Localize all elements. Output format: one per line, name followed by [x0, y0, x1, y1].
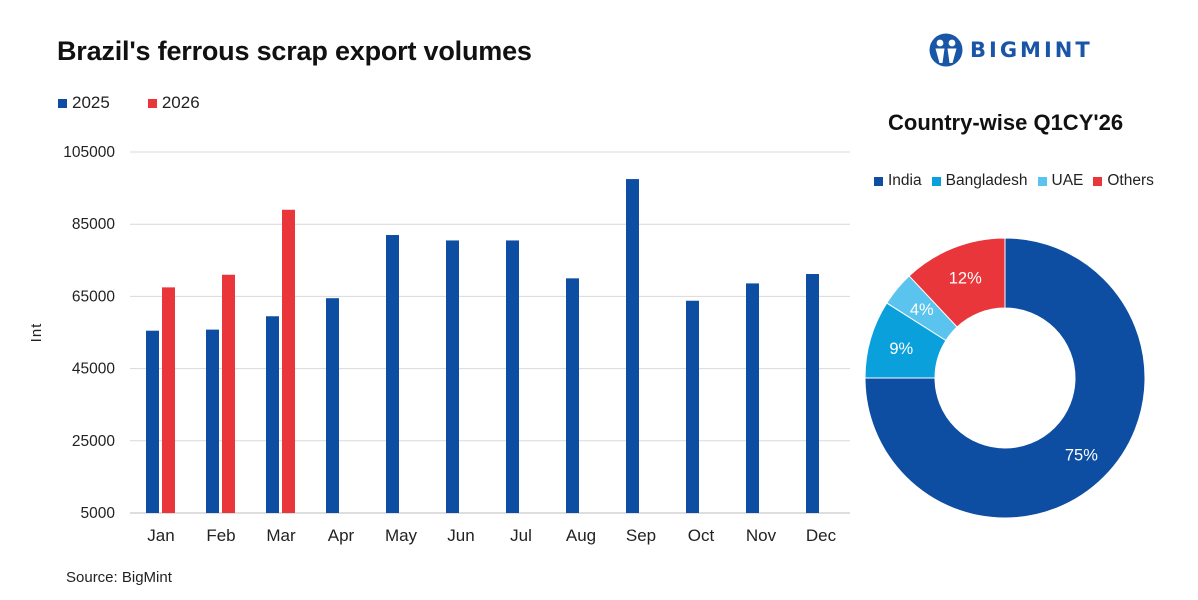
- legend-label-others: Others: [1107, 172, 1154, 189]
- brand-logo-icon: [929, 33, 963, 67]
- bar-2025-Nov: [746, 283, 759, 513]
- donut-slice-india: [864, 237, 1146, 519]
- donut-slice-uae: [886, 275, 958, 342]
- x-tick-label: Nov: [746, 526, 777, 545]
- legend-swatch-others: [1093, 176, 1103, 186]
- donut-data-label: 12%: [949, 270, 982, 288]
- donut-data-label: 75%: [1065, 446, 1098, 464]
- x-tick-label: Sep: [626, 526, 656, 545]
- legend-item-2026: 2026: [147, 93, 200, 113]
- donut-data-label: 9%: [889, 340, 913, 358]
- legend-label-india: India: [888, 172, 922, 189]
- x-tick-label: Oct: [688, 526, 715, 545]
- legend-swatch-uae: [1037, 176, 1047, 186]
- bar-2025-Jun: [446, 240, 459, 513]
- bar-2025-Dec: [806, 274, 819, 513]
- bar-2026-Feb: [222, 274, 235, 513]
- x-tick-label: May: [385, 526, 418, 545]
- bar-chart: 5000 25000 45000 65000 85000 105000 Int Jan Feb M…: [28, 144, 850, 545]
- bar-2025-May: [386, 235, 399, 513]
- x-tick-label: Jul: [510, 526, 532, 545]
- legend-item-others: Others: [1093, 172, 1154, 190]
- legend-item-bangladesh: Bangladesh: [931, 172, 1028, 190]
- donut-slice-others: [908, 237, 1006, 328]
- donut-data-label: 4%: [910, 301, 934, 319]
- x-tick-label: Dec: [806, 526, 837, 545]
- y-tick-label: 25000: [72, 433, 115, 450]
- bar-2025-Feb: [206, 329, 219, 513]
- y-axis-label: Int: [28, 323, 45, 343]
- legend-label-2025: 2025: [72, 93, 110, 112]
- brand-logo: BIGMINT: [928, 32, 1093, 68]
- legend-label-2026: 2026: [161, 93, 200, 112]
- bar-2025-Mar: [266, 316, 279, 513]
- x-tick-label: Apr: [328, 526, 355, 545]
- legend-label-bangladesh: Bangladesh: [945, 172, 1028, 189]
- bar-2026-Jan: [162, 287, 175, 513]
- legend-label-uae: UAE: [1051, 172, 1084, 189]
- bar-2025-Sep: [626, 179, 639, 513]
- donut-chart-legend: India Bangladesh UAE Others: [874, 172, 1154, 190]
- y-tick-label: 65000: [72, 288, 115, 305]
- source-note: Source: BigMint: [66, 569, 172, 586]
- x-tick-label: Jun: [447, 526, 474, 545]
- legend-item-uae: UAE: [1037, 172, 1084, 190]
- brand-logo-text: BIGMINT: [970, 38, 1093, 62]
- legend-swatch-2025: [58, 98, 67, 108]
- y-tick-label: 105000: [63, 144, 115, 161]
- bar-2025-Jul: [506, 240, 519, 513]
- bar-2026-Mar: [282, 209, 295, 513]
- donut-chart-title: Country-wise Q1CY'26: [888, 110, 1124, 135]
- bar-2025-Jan: [146, 330, 159, 513]
- legend-swatch-bangladesh: [931, 176, 941, 186]
- legend-swatch-india: [874, 176, 883, 186]
- bar-2025-Apr: [326, 298, 339, 513]
- y-tick-label: 5000: [81, 505, 116, 522]
- legend-item-2025: 2025: [58, 93, 110, 113]
- x-tick-label: Jan: [147, 526, 174, 545]
- donut-slice-bangladesh: [864, 302, 947, 379]
- y-tick-label: 45000: [72, 361, 115, 378]
- bar-chart-legend: 2025 2026: [58, 93, 238, 113]
- x-tick-label: Aug: [566, 526, 596, 545]
- legend-item-india: India: [874, 172, 922, 190]
- x-tick-label: Feb: [206, 526, 235, 545]
- x-tick-label: Mar: [266, 526, 296, 545]
- bar-chart-title: Brazil's ferrous scrap export volumes: [57, 36, 532, 66]
- bar-2025-Oct: [686, 300, 699, 513]
- y-tick-label: 85000: [72, 216, 115, 233]
- bar-2025-Aug: [566, 278, 579, 513]
- legend-swatch-2026: [147, 98, 157, 108]
